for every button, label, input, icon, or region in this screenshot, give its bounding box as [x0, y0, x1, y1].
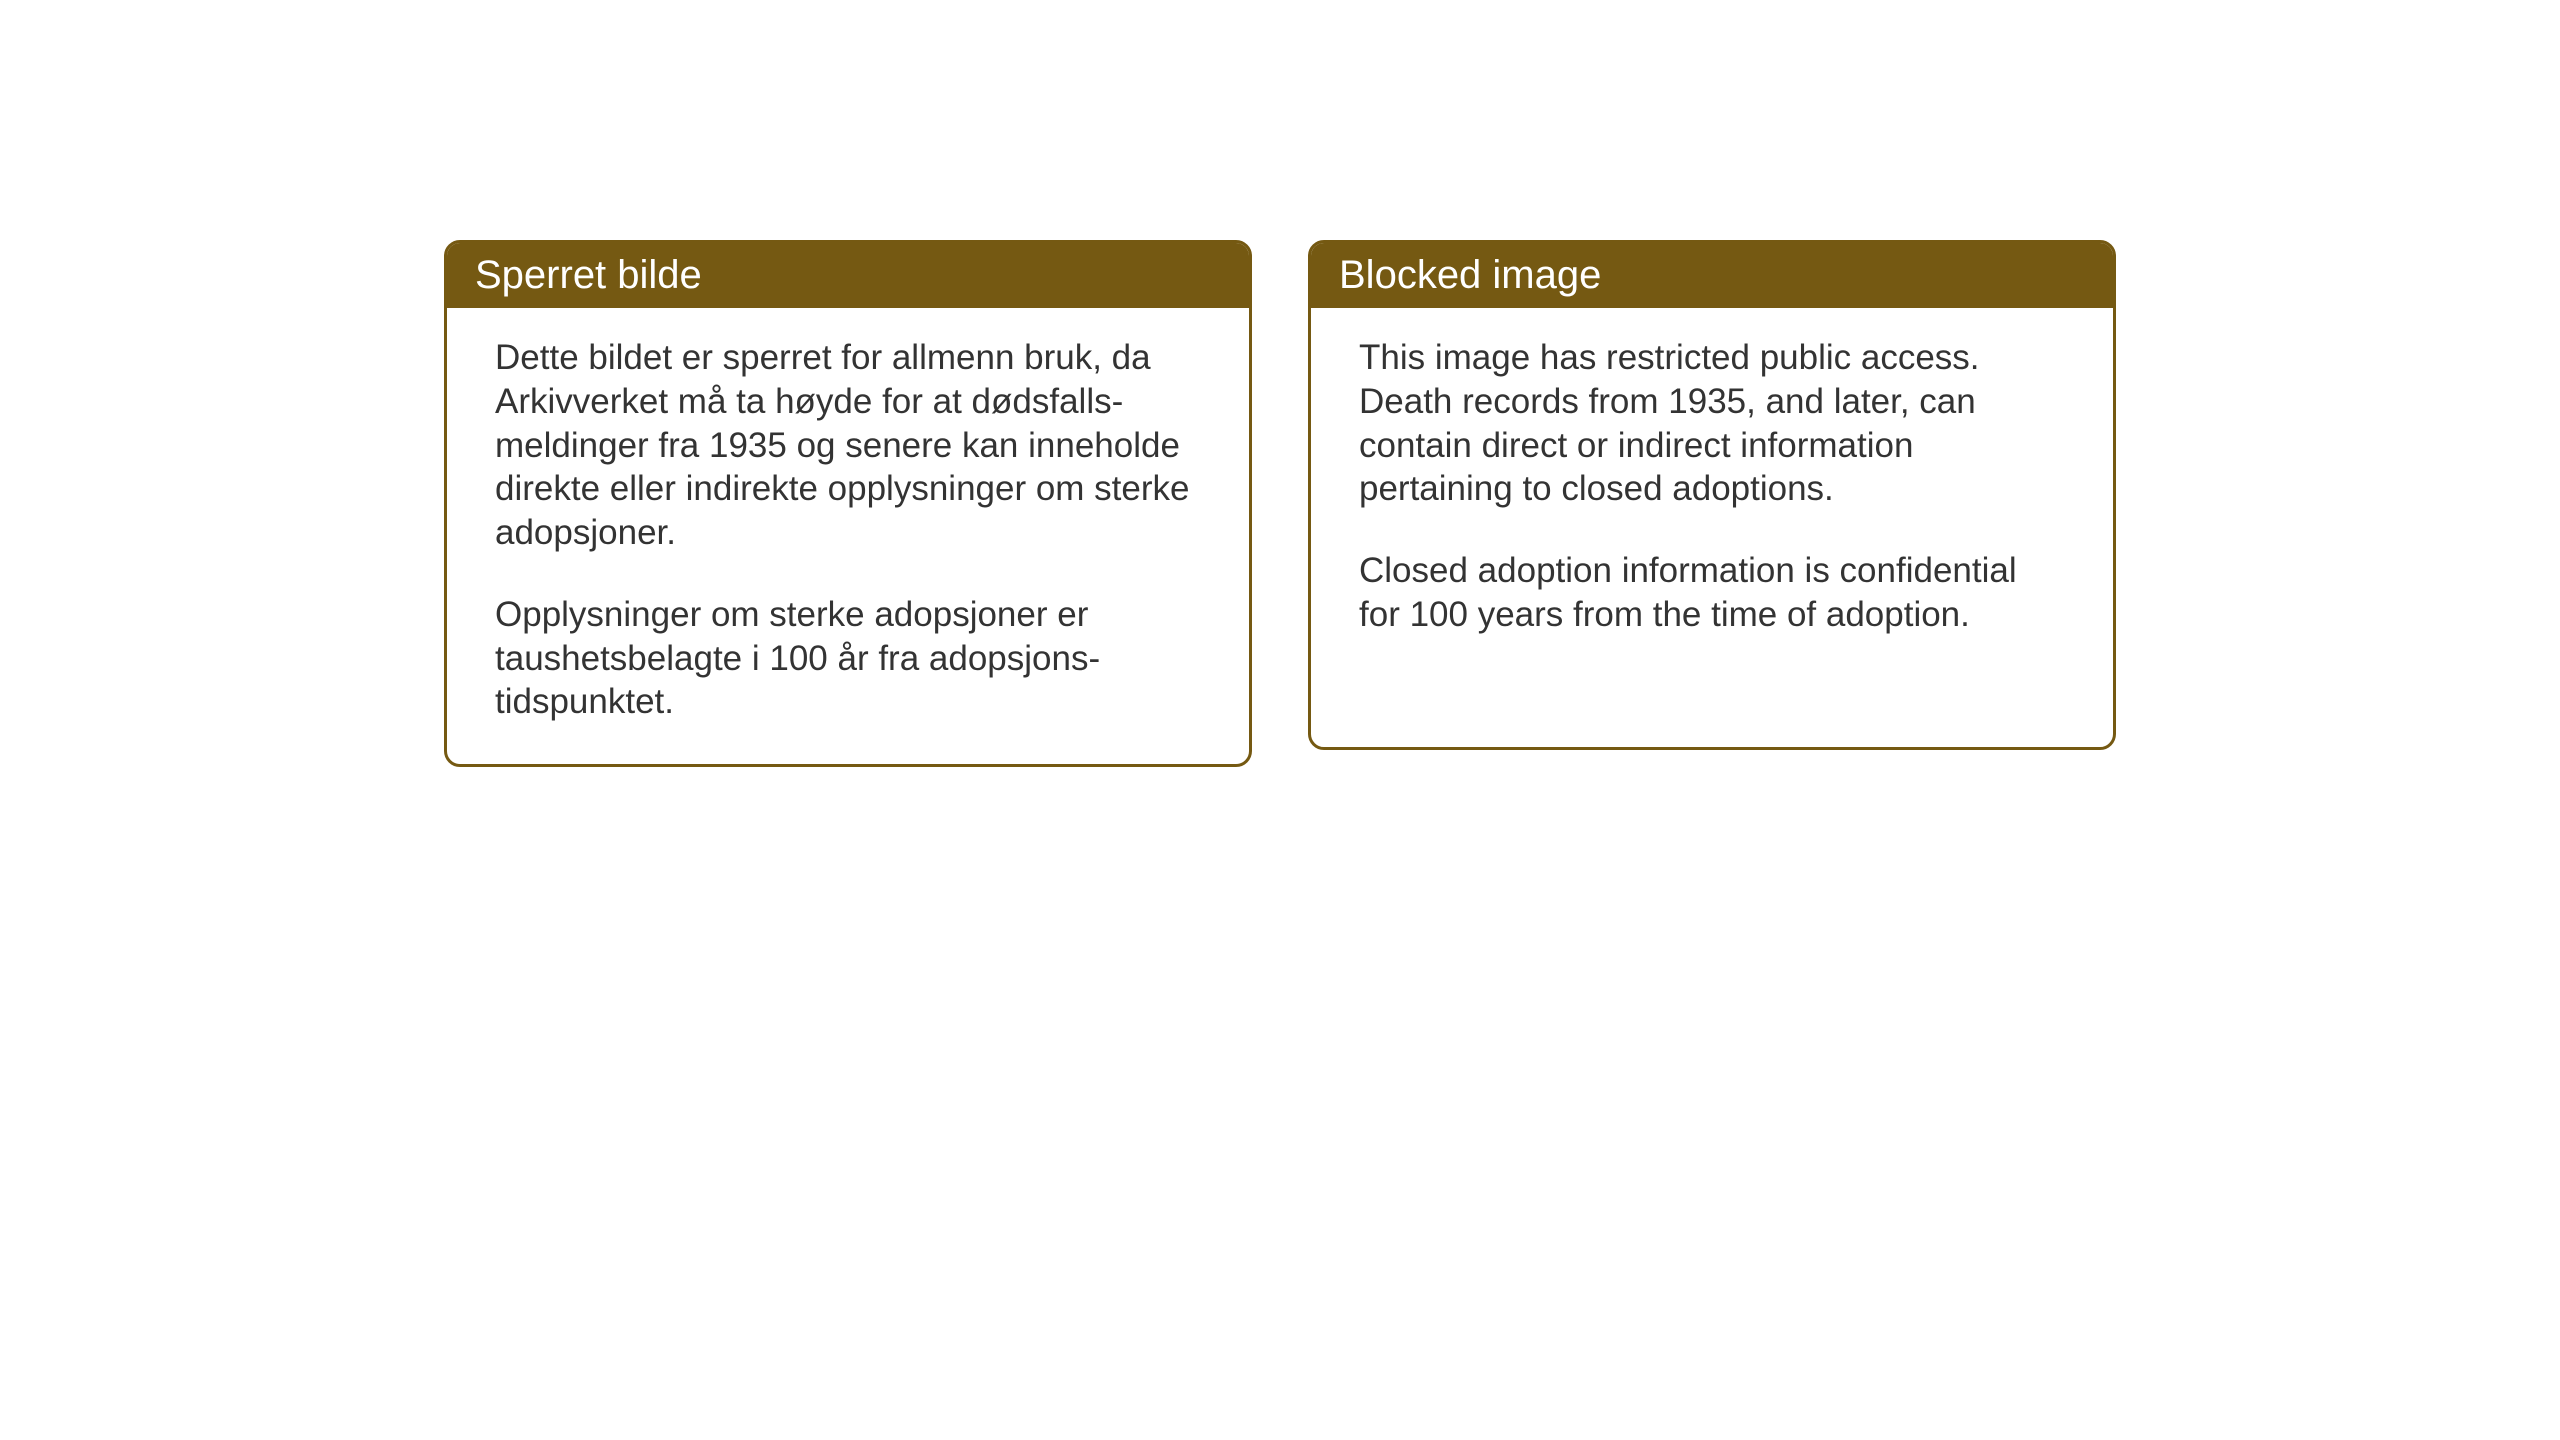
notice-card-norwegian: Sperret bilde Dette bildet er sperret fo…	[444, 240, 1252, 767]
card-paragraph-1-norwegian: Dette bildet er sperret for allmenn bruk…	[495, 336, 1201, 555]
notice-card-english: Blocked image This image has restricted …	[1308, 240, 2116, 750]
card-header-norwegian: Sperret bilde	[447, 243, 1249, 308]
card-title-english: Blocked image	[1339, 253, 1601, 297]
card-body-norwegian: Dette bildet er sperret for allmenn bruk…	[447, 308, 1249, 764]
card-body-english: This image has restricted public access.…	[1311, 308, 2113, 677]
card-header-english: Blocked image	[1311, 243, 2113, 308]
card-paragraph-2-norwegian: Opplysninger om sterke adopsjoner er tau…	[495, 593, 1201, 724]
card-paragraph-1-english: This image has restricted public access.…	[1359, 336, 2065, 511]
card-paragraph-2-english: Closed adoption information is confident…	[1359, 549, 2065, 637]
notice-container: Sperret bilde Dette bildet er sperret fo…	[444, 240, 2116, 767]
card-title-norwegian: Sperret bilde	[475, 253, 702, 297]
